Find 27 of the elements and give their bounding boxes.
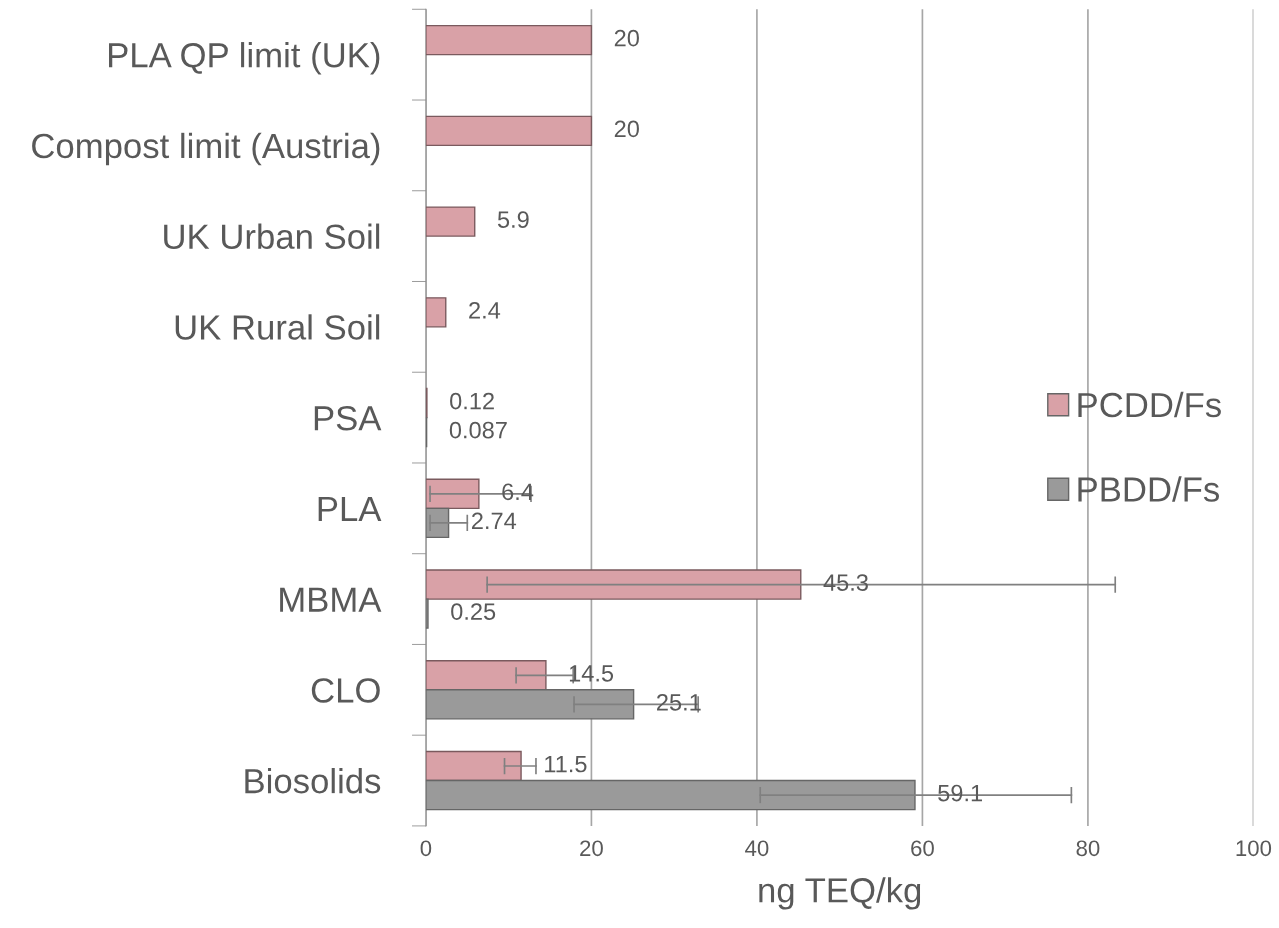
x-axis-title: ng TEQ/kg <box>759 877 921 910</box>
legend-label: PBDD/Fs <box>1078 476 1219 502</box>
data-label: 0.087 <box>449 421 507 439</box>
data-label: 2.74 <box>471 512 517 529</box>
y-tick-label: MBMA <box>280 587 382 612</box>
y-tick-label: UK Rural Soil <box>175 314 380 340</box>
y-tick-label: CLO <box>311 678 380 703</box>
y-tick-label: Biosolids <box>245 767 381 794</box>
y-tick-label: PLA QP limit (UK) <box>109 42 380 75</box>
y-tick-label: Compost limit (Austria) <box>32 132 380 166</box>
x-tick-label: 100 <box>1236 840 1272 857</box>
x-tick-label: 40 <box>745 840 769 857</box>
data-label: 20 <box>614 120 639 138</box>
x-tick-label: 0 <box>420 840 432 857</box>
data-label: 11.5 <box>545 755 587 773</box>
data-label: 0.25 <box>451 603 496 620</box>
y-tick-label: PSA <box>314 405 382 431</box>
y-tick-label: PLA <box>318 497 382 521</box>
data-label: 20 <box>614 29 639 47</box>
x-tick-label: 60 <box>911 840 934 857</box>
data-label: 5.9 <box>497 211 529 228</box>
data-label: 0.12 <box>450 392 494 410</box>
legend-label: PCDD/Fs <box>1078 391 1221 418</box>
data-label: 2.4 <box>469 301 501 319</box>
x-tick-label: 80 <box>1076 840 1100 857</box>
y-tick-label: UK Urban Soil <box>164 223 380 250</box>
x-tick-label: 20 <box>580 840 603 857</box>
